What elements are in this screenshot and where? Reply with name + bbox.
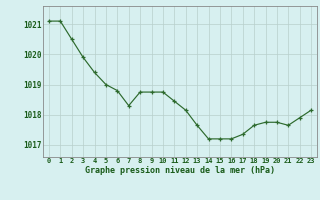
X-axis label: Graphe pression niveau de la mer (hPa): Graphe pression niveau de la mer (hPa) <box>85 166 275 175</box>
